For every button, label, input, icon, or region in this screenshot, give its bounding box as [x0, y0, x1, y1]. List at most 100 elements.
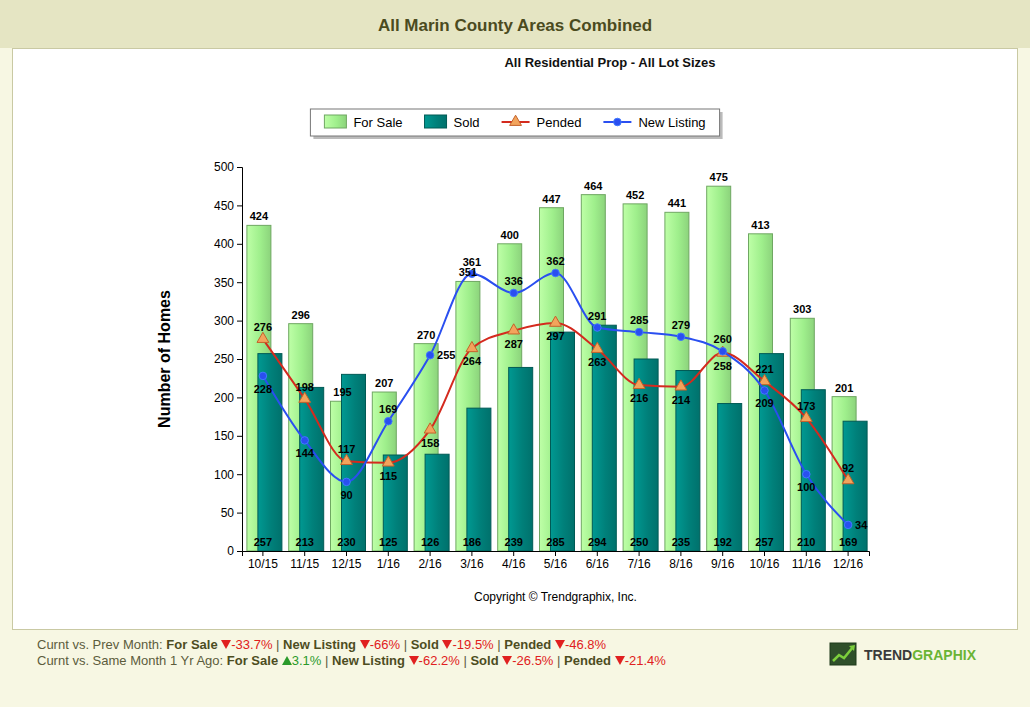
marker: [550, 316, 562, 326]
data-label: 235: [672, 536, 690, 548]
data-label: 125: [379, 536, 397, 548]
x-tick: 4/16: [502, 551, 526, 571]
data-label: 90: [340, 489, 352, 501]
down-arrow: [409, 656, 419, 665]
marker: [382, 456, 394, 466]
y-tick: 450: [214, 199, 242, 213]
x-tick-mark: [346, 551, 347, 556]
comparison-change: -19.5%: [442, 637, 493, 652]
data-label: 297: [546, 330, 564, 342]
data-label: 221: [755, 363, 773, 375]
x-tick-label: 4/16: [502, 557, 526, 571]
x-tick: 12/16: [833, 551, 863, 571]
comparison-value: -26.5%: [512, 653, 553, 668]
logo-text-part: TREND: [864, 647, 912, 663]
comparison-name: Sold: [411, 637, 439, 652]
marker: [424, 423, 436, 433]
y-tick-mark: [237, 551, 242, 552]
x-axis: 10/1511/1512/151/162/163/164/165/166/167…: [243, 551, 870, 571]
marker: [591, 342, 603, 352]
y-tick: 100: [214, 468, 242, 482]
y-tick: 200: [214, 391, 242, 405]
comparison-value: -62.2%: [419, 653, 460, 668]
data-label: 260: [714, 333, 732, 345]
bar: [801, 390, 825, 551]
data-label: 336: [505, 275, 523, 287]
data-label: 258: [714, 360, 732, 372]
comparison-value: -66%: [370, 637, 400, 652]
legend-box: [310, 109, 719, 136]
marker: [508, 324, 520, 334]
data-label: 287: [505, 338, 523, 350]
marker: [677, 333, 685, 341]
y-tick-label: 450: [214, 199, 234, 213]
legend-label: Pended: [537, 115, 582, 130]
y-tick-mark: [237, 513, 242, 514]
x-tick: 1/16: [377, 551, 401, 571]
legend-label: New Listing: [638, 115, 705, 130]
y-tick-mark: [237, 436, 242, 437]
data-label: 441: [668, 197, 686, 209]
x-tick-label: 10/15: [248, 557, 278, 571]
y-tick-mark: [237, 474, 242, 475]
marker: [635, 328, 643, 336]
data-label: 296: [292, 309, 310, 321]
data-label: 158: [421, 437, 439, 449]
data-label: 279: [672, 319, 690, 331]
y-tick-mark: [237, 321, 242, 322]
marker: [803, 470, 811, 478]
data-label: 198: [296, 381, 314, 393]
x-tick-label: 9/16: [711, 557, 735, 571]
legend-marker: [510, 115, 522, 125]
comparison-value: -21.4%: [625, 653, 666, 668]
comparison-name: Pended: [504, 637, 551, 652]
comparison-change: -26.5%: [502, 653, 553, 668]
comparison-name: For Sale: [166, 637, 217, 652]
x-tick-label: 11/16: [792, 557, 821, 571]
chart-container: All Marin County Areas CombinedAll Resid…: [0, 0, 1030, 634]
x-tick: 6/16: [586, 551, 610, 571]
y-tick: 400: [214, 237, 242, 251]
data-label: 452: [626, 189, 644, 201]
x-tick-label: 6/16: [586, 557, 610, 571]
y-tick-label: 350: [214, 276, 234, 290]
data-label: 214: [672, 394, 691, 406]
down-arrow: [502, 656, 512, 665]
data-label: 257: [755, 536, 773, 548]
x-tick: 9/16: [711, 551, 735, 571]
data-label: 351: [459, 266, 477, 278]
comparison-row: Curnt vs. Prev Month: For Sale -33.7% | …: [37, 637, 677, 653]
comparison-change: -21.4%: [615, 653, 666, 668]
arrow-shape: [442, 640, 452, 649]
legend-items: For SaleSoldPendedNew Listing: [324, 115, 705, 130]
data-label: 291: [588, 310, 606, 322]
y-tick-label: 100: [214, 468, 234, 482]
bar-series: [247, 186, 856, 551]
data-label: 276: [254, 321, 272, 333]
comparison-change: -66%: [360, 637, 400, 652]
x-tick-label: 7/16: [627, 557, 651, 571]
data-label: 117: [338, 443, 356, 455]
x-tick-mark: [304, 551, 305, 556]
y-axis: 050100150200250300350400450500: [214, 160, 243, 558]
data-label: 257: [254, 536, 272, 548]
comparison-value: 3.1%: [292, 653, 322, 668]
bar: [509, 367, 533, 551]
y-tick-mark: [237, 282, 242, 283]
data-label: 263: [588, 356, 606, 368]
marker: [844, 521, 852, 529]
data-label: 169: [839, 536, 857, 548]
separator: |: [404, 637, 407, 652]
data-label: 447: [542, 193, 560, 205]
data-label: 228: [254, 383, 272, 395]
bar: [467, 408, 491, 551]
separator: |: [497, 637, 500, 652]
data-label: 285: [546, 536, 564, 548]
data-label: 186: [463, 536, 481, 548]
down-arrow: [360, 640, 370, 649]
data-label: 239: [505, 536, 523, 548]
marker: [675, 380, 687, 390]
x-tick-mark: [680, 551, 681, 556]
chart-svg: All Marin County Areas CombinedAll Resid…: [0, 0, 1030, 634]
data-label: 210: [797, 536, 815, 548]
